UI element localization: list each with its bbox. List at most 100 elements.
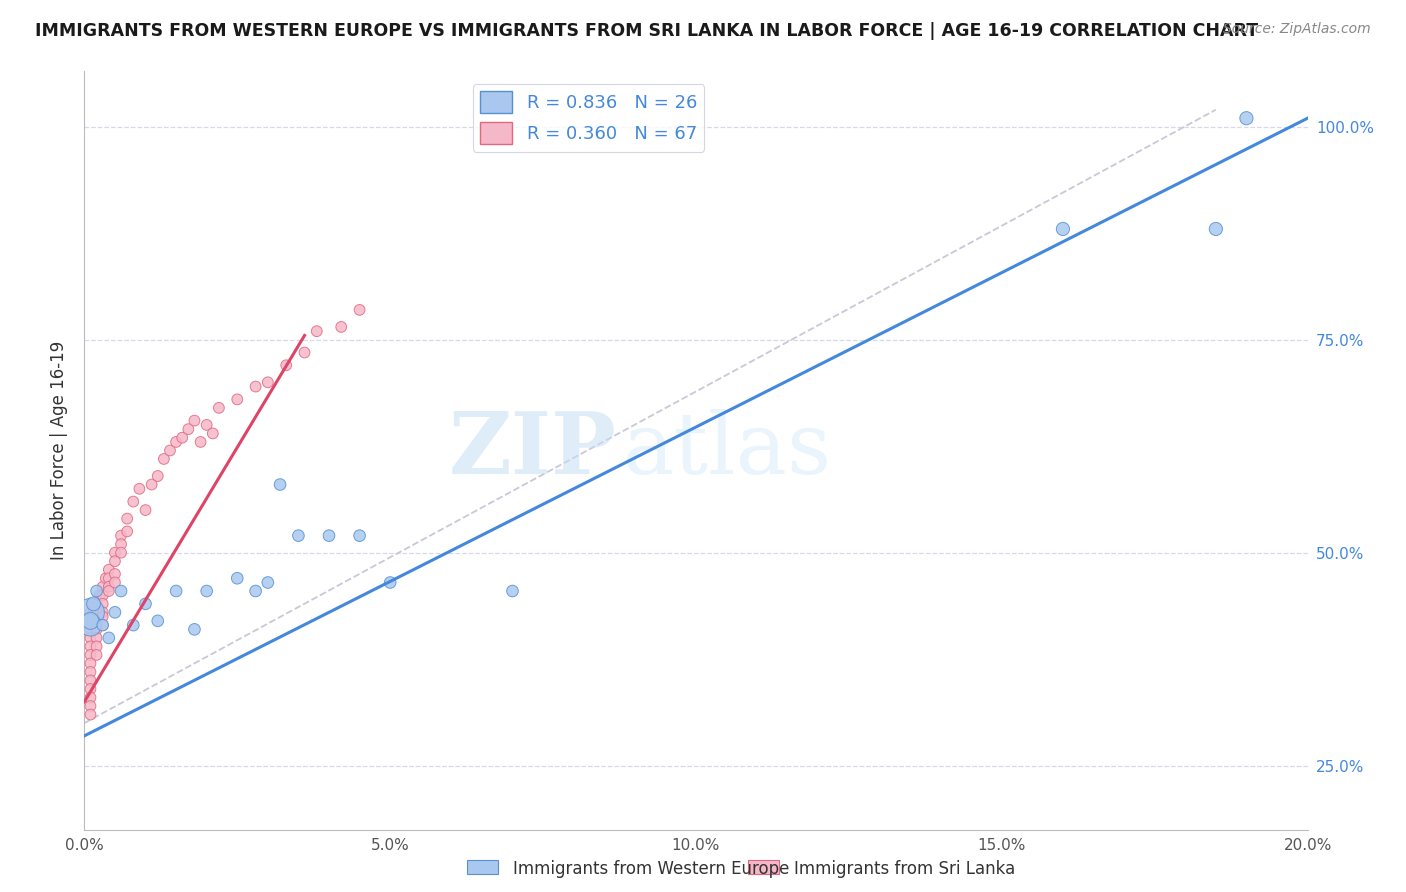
Text: atlas: atlas — [623, 409, 832, 492]
Point — [91, 588, 114, 602]
Point — [79, 707, 101, 722]
Point — [172, 431, 194, 445]
Point — [1205, 222, 1227, 236]
Point — [135, 503, 157, 517]
Point — [115, 524, 138, 539]
Point — [79, 665, 101, 679]
Point — [79, 640, 101, 654]
Point — [83, 614, 105, 628]
Point — [79, 699, 101, 714]
Point — [97, 584, 120, 599]
Point — [305, 324, 328, 338]
Point — [91, 580, 114, 594]
Point — [79, 648, 101, 662]
Legend: R = 0.836   N = 26, R = 0.360   N = 67: R = 0.836 N = 26, R = 0.360 N = 67 — [472, 84, 704, 152]
Text: IMMIGRANTS FROM WESTERN EUROPE VS IMMIGRANTS FROM SRI LANKA IN LABOR FORCE | AGE: IMMIGRANTS FROM WESTERN EUROPE VS IMMIGR… — [35, 22, 1258, 40]
Point — [91, 618, 114, 632]
Point — [226, 571, 249, 585]
Point — [94, 571, 117, 585]
Point — [104, 605, 127, 619]
Point — [91, 597, 114, 611]
Point — [122, 494, 145, 508]
Point — [159, 443, 181, 458]
Point — [183, 414, 205, 428]
Point — [294, 345, 316, 359]
Text: Immigrants from Sri Lanka: Immigrants from Sri Lanka — [794, 860, 1015, 878]
Point — [79, 605, 101, 619]
Point — [349, 529, 371, 543]
Point — [79, 618, 101, 632]
Point — [115, 511, 138, 525]
Point — [269, 477, 291, 491]
Point — [104, 546, 127, 560]
Point — [83, 605, 105, 619]
Point — [110, 537, 132, 551]
Point — [79, 673, 101, 688]
Point — [79, 631, 101, 645]
Point — [79, 623, 101, 637]
Point — [86, 584, 108, 599]
Point — [257, 575, 280, 590]
Point — [83, 597, 105, 611]
Point — [86, 597, 108, 611]
Point — [226, 392, 249, 407]
Point — [86, 614, 108, 628]
Point — [104, 566, 127, 581]
Point — [287, 529, 309, 543]
Point — [141, 477, 163, 491]
Point — [165, 584, 187, 599]
Point — [208, 401, 231, 415]
Point — [190, 434, 212, 449]
Point — [380, 575, 402, 590]
Point — [330, 320, 353, 334]
Point — [195, 417, 218, 432]
Point — [349, 302, 371, 317]
Point — [97, 571, 120, 585]
Point — [91, 605, 114, 619]
Point — [110, 546, 132, 560]
Point — [86, 605, 108, 619]
Point — [153, 452, 176, 467]
Point — [79, 605, 101, 619]
Point — [146, 614, 169, 628]
Point — [86, 640, 108, 654]
Point — [79, 614, 101, 628]
Point — [245, 584, 267, 599]
Point — [91, 618, 114, 632]
Point — [245, 379, 267, 393]
Point — [146, 469, 169, 483]
Point — [195, 584, 218, 599]
Point — [79, 690, 101, 705]
Point — [276, 358, 298, 372]
Point — [79, 681, 101, 696]
Point — [89, 588, 111, 602]
Point — [165, 434, 187, 449]
Y-axis label: In Labor Force | Age 16-19: In Labor Force | Age 16-19 — [49, 341, 67, 560]
Point — [177, 422, 200, 436]
Point — [502, 584, 524, 599]
Point — [97, 563, 120, 577]
Point — [1236, 112, 1258, 126]
Point — [104, 554, 127, 568]
Point — [97, 631, 120, 645]
Point — [86, 648, 108, 662]
Point — [79, 614, 101, 628]
Point — [201, 426, 224, 441]
Text: Source: ZipAtlas.com: Source: ZipAtlas.com — [1223, 22, 1371, 37]
Point — [91, 609, 114, 624]
Point — [86, 631, 108, 645]
Point — [183, 623, 205, 637]
Point — [257, 376, 280, 390]
Point — [122, 618, 145, 632]
Text: Immigrants from Western Europe: Immigrants from Western Europe — [513, 860, 790, 878]
Point — [86, 623, 108, 637]
Point — [318, 529, 340, 543]
Point — [128, 482, 150, 496]
Point — [79, 657, 101, 671]
Point — [1052, 222, 1074, 236]
Point — [110, 529, 132, 543]
Text: ZIP: ZIP — [449, 409, 616, 492]
Point — [135, 597, 157, 611]
Point — [110, 584, 132, 599]
Point — [97, 580, 120, 594]
